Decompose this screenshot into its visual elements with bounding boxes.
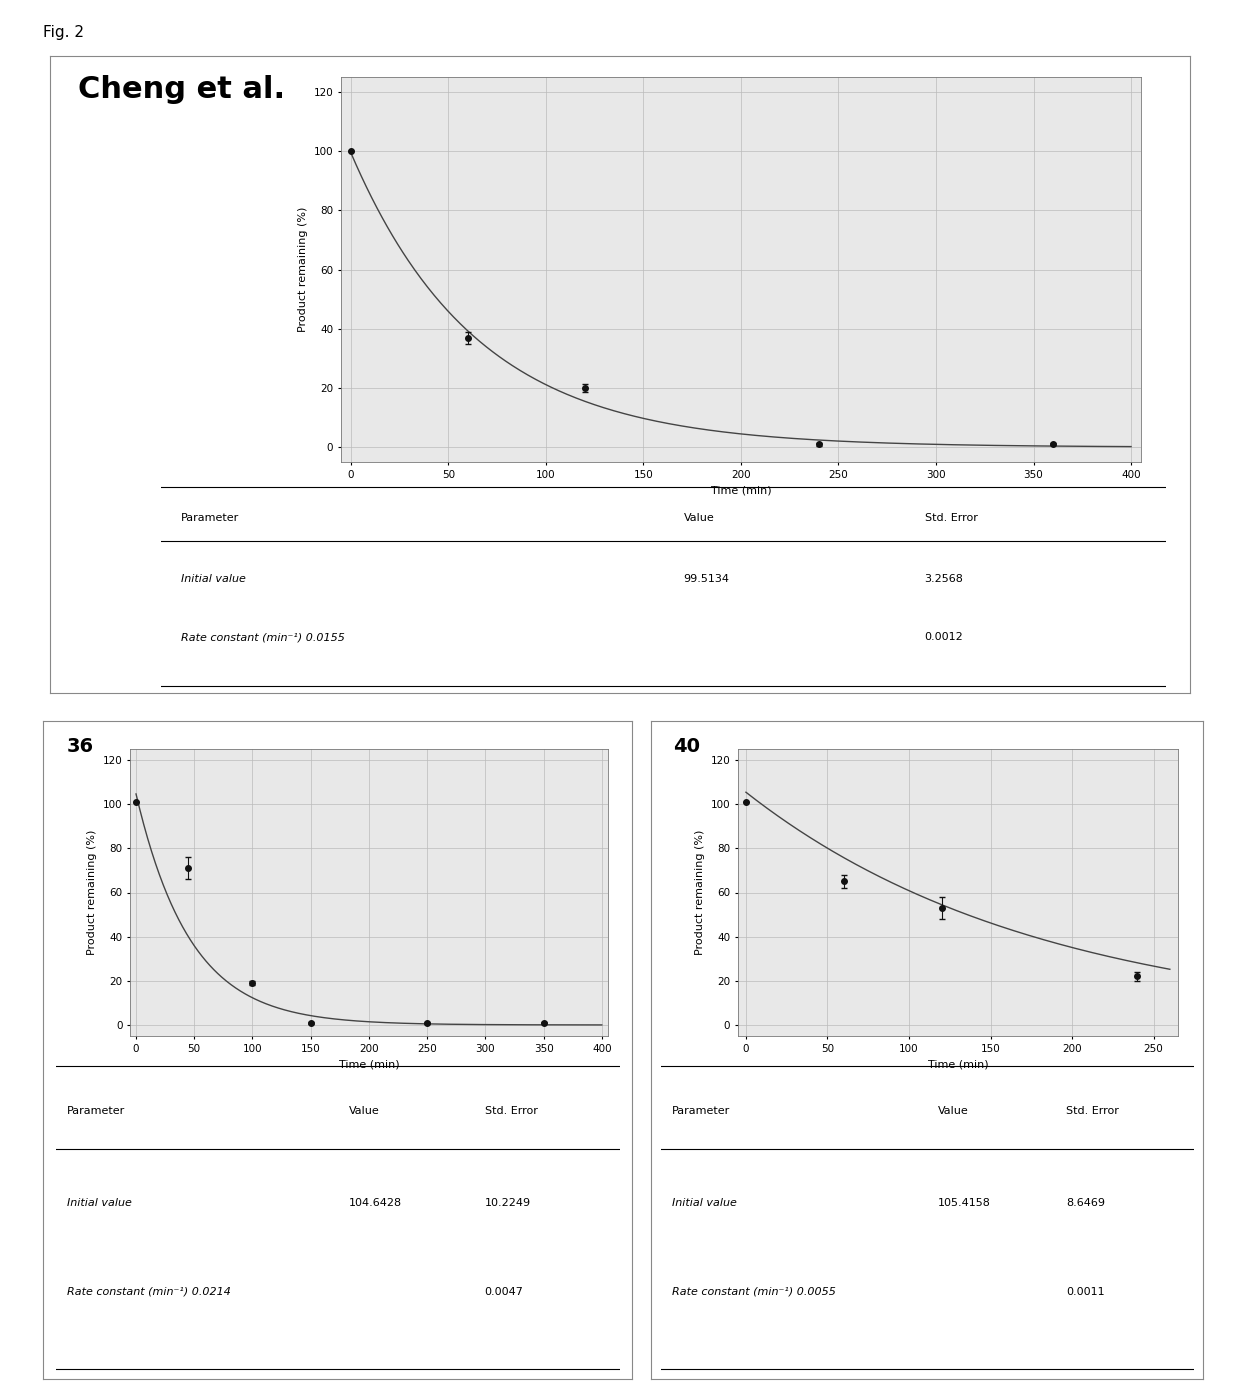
Text: 10.2249: 10.2249 — [485, 1198, 531, 1208]
Text: Parameter: Parameter — [672, 1106, 730, 1116]
Text: 0.0012: 0.0012 — [925, 633, 963, 643]
Y-axis label: Product remaining (%): Product remaining (%) — [694, 830, 704, 955]
Text: Std. Error: Std. Error — [925, 512, 977, 522]
Text: 0.0011: 0.0011 — [1066, 1287, 1105, 1296]
Text: Initial value: Initial value — [67, 1198, 131, 1208]
Text: 8.6469: 8.6469 — [1066, 1198, 1105, 1208]
Text: 36: 36 — [67, 738, 94, 756]
Text: Rate constant (min⁻¹) 0.0214: Rate constant (min⁻¹) 0.0214 — [67, 1287, 231, 1296]
Text: Std. Error: Std. Error — [1066, 1106, 1118, 1116]
Text: 104.6428: 104.6428 — [350, 1198, 402, 1208]
Text: Cheng et al.: Cheng et al. — [78, 76, 285, 104]
Text: Initial value: Initial value — [181, 574, 247, 584]
Text: Initial value: Initial value — [672, 1198, 737, 1208]
Text: Std. Error: Std. Error — [485, 1106, 537, 1116]
Text: 40: 40 — [673, 738, 701, 756]
Y-axis label: Product remaining (%): Product remaining (%) — [87, 830, 97, 955]
Text: Parameter: Parameter — [181, 512, 239, 522]
Text: Parameter: Parameter — [67, 1106, 125, 1116]
Text: Value: Value — [939, 1106, 968, 1116]
X-axis label: Time (min): Time (min) — [339, 1060, 399, 1070]
Text: 99.5134: 99.5134 — [683, 574, 729, 584]
X-axis label: Time (min): Time (min) — [711, 486, 771, 496]
Text: Value: Value — [683, 512, 714, 522]
Text: Rate constant (min⁻¹) 0.0055: Rate constant (min⁻¹) 0.0055 — [672, 1287, 836, 1296]
Text: 0.0047: 0.0047 — [485, 1287, 523, 1296]
X-axis label: Time (min): Time (min) — [928, 1060, 988, 1070]
Text: Rate constant (min⁻¹) 0.0155: Rate constant (min⁻¹) 0.0155 — [181, 633, 345, 643]
Text: 105.4158: 105.4158 — [939, 1198, 991, 1208]
Y-axis label: Product remaining (%): Product remaining (%) — [298, 207, 308, 332]
Text: Fig. 2: Fig. 2 — [43, 25, 84, 41]
Text: 3.2568: 3.2568 — [925, 574, 963, 584]
Text: Value: Value — [350, 1106, 379, 1116]
